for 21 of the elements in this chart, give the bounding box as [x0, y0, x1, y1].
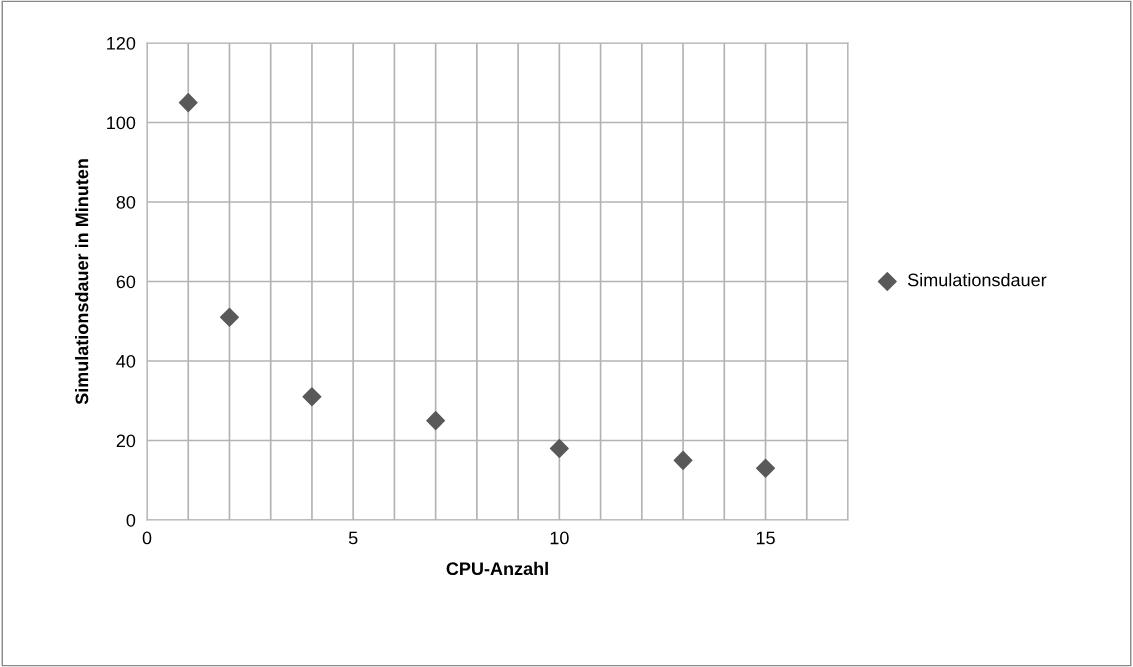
point — [673, 450, 693, 470]
point — [426, 411, 446, 431]
y-tick-label: 0 — [126, 513, 136, 527]
y-tick-label: 80 — [116, 195, 136, 209]
y-axis-title: Simulationsdauer in Minuten — [75, 159, 89, 405]
y-tick-label: 100 — [107, 116, 136, 130]
x-tick-label: 5 — [348, 531, 358, 545]
point — [756, 458, 776, 478]
y-tick-label: 60 — [116, 275, 136, 289]
point — [178, 93, 198, 113]
x-tick-label: 0 — [142, 531, 152, 545]
x-tick-label: 15 — [756, 531, 775, 545]
point — [302, 387, 322, 407]
legend-label: Simulationsdauer — [907, 273, 1047, 287]
x-axis-title: CPU-Anzahl — [446, 561, 548, 576]
y-tick-label: 20 — [116, 434, 136, 448]
y-tick-label: 120 — [107, 36, 136, 50]
y-tick-label: 40 — [116, 354, 136, 368]
x-tick-label: 10 — [550, 531, 569, 545]
point — [549, 438, 569, 458]
point — [219, 307, 239, 327]
